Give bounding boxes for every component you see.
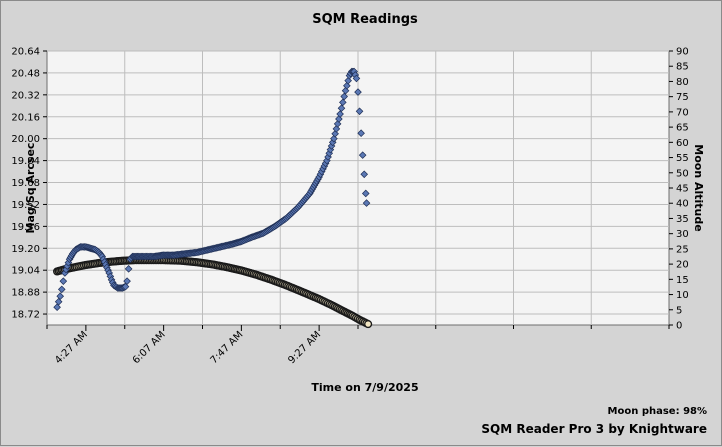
y-tick-label: 20.32 <box>11 90 40 101</box>
y-tick-label: 19.20 <box>11 244 40 255</box>
y-tick-label: 19.68 <box>11 178 40 189</box>
sqm-point <box>123 277 131 285</box>
y2-axis-label: Moon Altitude <box>692 144 705 231</box>
y2-tick-label: 85 <box>676 62 689 73</box>
y-tick-label: 20.16 <box>11 112 40 123</box>
y2-tick-label: 65 <box>676 123 689 134</box>
sqm-point <box>358 151 367 159</box>
sqm-point <box>340 92 348 101</box>
y2-tick-label: 55 <box>676 153 689 164</box>
y2-tick-label: 35 <box>676 214 689 225</box>
x-tick-label: 9:27 AM <box>286 329 323 366</box>
chart-title: SQM Readings <box>312 12 418 27</box>
y2-tick-label: 45 <box>676 184 689 195</box>
sqm-point <box>355 107 364 116</box>
sqm-point <box>56 292 65 301</box>
y-tick-label: 19.52 <box>11 200 40 211</box>
y2-tick-label: 30 <box>676 229 689 240</box>
y-tick-label: 20.00 <box>11 134 40 145</box>
sqm-point <box>361 189 370 198</box>
x-tick-label: 7:47 AM <box>209 329 246 366</box>
sqm-point <box>124 265 133 273</box>
y-axis-ticks: 18.72 18.88 19.04 19.20 19.36 19.52 19.68 19.84… <box>11 47 47 321</box>
moon-altitude-point <box>364 319 373 329</box>
x-axis-label: Time on 7/9/2025 <box>311 381 418 394</box>
y2-tick-label: 20 <box>676 260 689 271</box>
y-tick-label: 18.72 <box>11 310 40 321</box>
sqm-point <box>360 170 369 179</box>
y-tick-label: 19.84 <box>11 156 40 167</box>
sqm-point <box>53 303 61 311</box>
y2-tick-label: 25 <box>676 244 689 255</box>
y-tick-label: 19.04 <box>11 266 40 277</box>
sqm-point <box>336 110 344 118</box>
sqm-point <box>333 120 342 128</box>
sqm-series <box>53 67 371 311</box>
moon-phase-text: Moon phase: 98% <box>608 406 707 417</box>
y2-tick-label: 15 <box>676 275 689 286</box>
x-tick-label: 4:27 AM <box>53 329 90 366</box>
y2-tick-label: 90 <box>676 47 689 58</box>
y2-tick-label: 60 <box>676 138 689 149</box>
sqm-point <box>331 129 339 138</box>
y-tick-label: 20.48 <box>11 68 40 79</box>
sqm-point <box>330 134 338 143</box>
y2-axis-ticks: 0 5 10 15 20 25 30 35 40 45 50 55 60 65 70 75 80 85 90 <box>669 47 689 332</box>
y2-tick-label: 50 <box>676 168 689 179</box>
x-axis-ticks: 4:27 AM 6:07 AM 7:47 AM 9:27 AM <box>46 325 670 366</box>
sqm-point <box>357 129 365 137</box>
y2-tick-label: 40 <box>676 199 689 210</box>
sqm-point <box>59 277 68 285</box>
sqm-point <box>57 285 66 294</box>
sqm-point <box>121 282 130 291</box>
y-tick-label: 18.88 <box>11 288 40 299</box>
y-axis-label: Mag/Sq Arcsec <box>24 143 37 234</box>
sqm-point <box>337 104 346 112</box>
y2-tick-label: 75 <box>676 92 689 103</box>
y2-tick-label: 80 <box>676 77 689 88</box>
y2-tick-label: 70 <box>676 107 689 118</box>
brand-text: SQM Reader Pro 3 by Knightware <box>481 422 707 436</box>
y-tick-label: 19.36 <box>11 222 40 233</box>
sqm-point <box>54 297 63 306</box>
x-tick-label: 6:07 AM <box>131 329 168 366</box>
y-tick-label: 20.64 <box>11 47 40 58</box>
sqm-point <box>339 98 347 107</box>
sqm-point <box>362 199 371 207</box>
sqm-point <box>352 74 361 83</box>
sqm-point <box>354 88 362 96</box>
y2-tick-label: 5 <box>676 305 682 316</box>
y2-tick-label: 10 <box>676 290 689 301</box>
y2-tick-label: 0 <box>676 321 682 332</box>
